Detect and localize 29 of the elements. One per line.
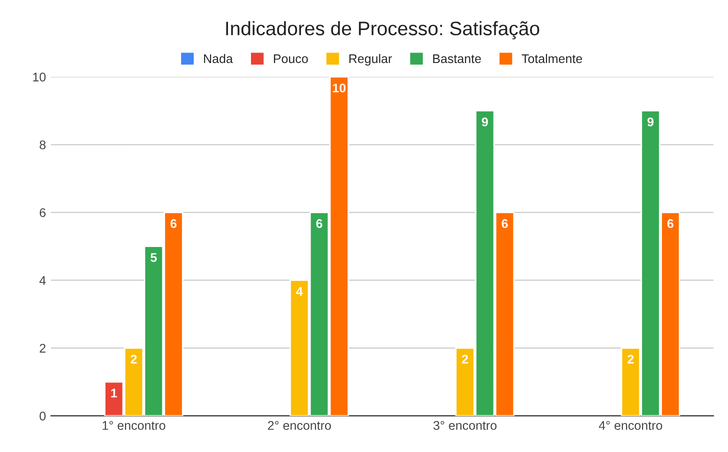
data-label: 1 xyxy=(111,388,118,398)
data-label: 6 xyxy=(502,219,508,228)
legend-label: Bastante xyxy=(433,54,481,64)
y-tick-label: 6 xyxy=(40,208,46,218)
data-label: 5 xyxy=(150,253,157,262)
data-label: 6 xyxy=(667,219,674,228)
data-label: 9 xyxy=(482,117,488,126)
x-tick-label: 3° encontro xyxy=(433,421,497,430)
data-label: 10 xyxy=(332,84,346,92)
data-label: 6 xyxy=(170,219,177,228)
legend-label: Totalmente xyxy=(522,54,582,64)
y-tick-label: 0 xyxy=(40,412,46,420)
data-label: 6 xyxy=(316,219,322,228)
y-tick-label: 4 xyxy=(39,276,46,285)
data-label: 4 xyxy=(296,287,303,296)
x-tick-label: 4° encontro xyxy=(598,421,662,430)
chart-title: Indicadores de Processo: Satisfação xyxy=(226,21,540,40)
y-tick-label: 2 xyxy=(40,344,46,353)
legend-label: Pouco xyxy=(274,54,308,64)
legend-label: Regular xyxy=(349,54,392,66)
legend-label: Nada xyxy=(204,54,233,64)
data-label: 9 xyxy=(647,117,654,126)
data-label: 2 xyxy=(130,354,137,364)
y-tick-label: 8 xyxy=(40,140,46,150)
data-label: 2 xyxy=(462,354,468,364)
y-tick-label: 10 xyxy=(33,72,46,82)
data-label: 2 xyxy=(628,354,634,364)
x-tick-label: 2° encontro xyxy=(268,421,331,430)
x-tick-label: 1° encontro xyxy=(102,421,166,430)
